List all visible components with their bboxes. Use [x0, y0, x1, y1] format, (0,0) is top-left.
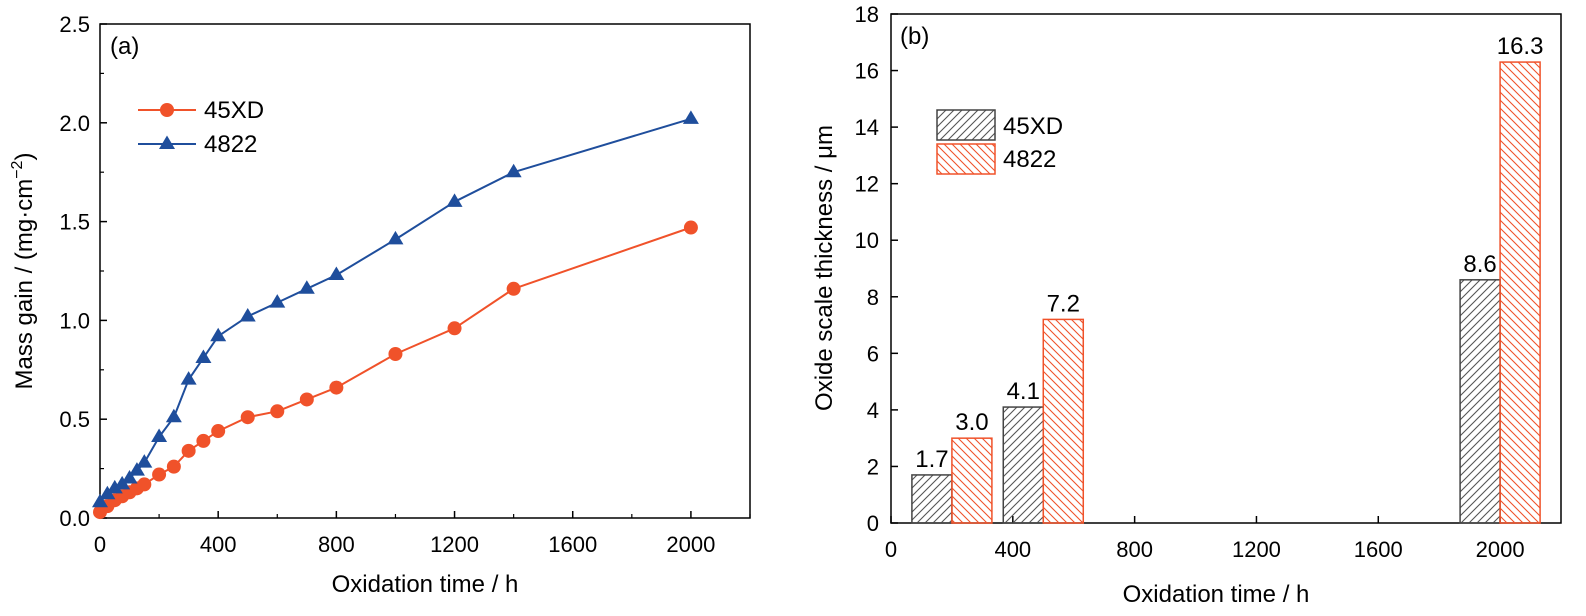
data-point-4822	[151, 428, 168, 442]
data-point-4822	[210, 327, 227, 342]
x-tick-label-a: 1200	[430, 532, 479, 557]
data-point-45xd	[240, 410, 255, 425]
bar-value-label: 7.2	[1047, 290, 1080, 317]
data-point-45xd	[137, 477, 152, 492]
data-point-4822	[195, 349, 212, 363]
x-tick-label-a: 1600	[548, 532, 597, 557]
x-tick-label-b: 1600	[1354, 537, 1403, 562]
y-tick-label-a: 0.5	[59, 407, 90, 432]
data-point-45xd	[166, 459, 181, 474]
data-point-4822	[180, 371, 197, 385]
data-point-4822	[446, 193, 463, 207]
bar-4822	[1042, 318, 1085, 524]
x-axis-label-a: Oxidation time / h	[332, 571, 519, 598]
bar-4822	[1499, 61, 1541, 524]
data-point-45xd	[270, 404, 285, 419]
data-point-4822	[328, 266, 345, 280]
data-point-45xd	[683, 220, 698, 235]
y-tick-label-b: 10	[855, 228, 879, 253]
y-tick-label-b: 6	[867, 341, 879, 366]
legend-label-b-4822: 4822	[1003, 146, 1056, 173]
y-tick-label-a: 0.0	[59, 506, 90, 531]
bar-value-label: 3.0	[955, 409, 988, 436]
data-point-4822	[121, 469, 138, 484]
bar-45xd	[911, 474, 953, 524]
data-point-4822	[387, 230, 404, 245]
x-tick-label-b: 2000	[1476, 537, 1525, 562]
data-point-4822	[505, 163, 522, 178]
y-tick-label-b: 16	[855, 59, 879, 84]
legend-marker-45xd	[160, 103, 174, 117]
y-tick-label-b: 18	[855, 2, 879, 27]
bar-value-label: 8.6	[1463, 251, 1496, 278]
legend-swatch-4822	[936, 143, 996, 175]
data-point-4822	[92, 493, 108, 508]
y-tick-label-b: 8	[867, 285, 879, 310]
data-point-45xd	[388, 346, 403, 361]
x-tick-label-b: 0	[885, 537, 897, 562]
legend-label-b-45xd: 45XD	[1003, 113, 1063, 140]
y-axis-label-a-main: Mass gain / (mg·cm	[11, 179, 38, 390]
x-tick-label-a: 800	[318, 532, 355, 557]
bar-4822	[951, 437, 993, 524]
y-tick-label-a: 2.0	[59, 111, 90, 136]
y-axis-label-a: Mass gain / (mg·cm−2)	[9, 153, 38, 390]
data-point-4822	[136, 454, 153, 468]
y-tick-label-b: 0	[867, 511, 879, 536]
data-point-45xd	[299, 392, 314, 407]
y-tick-label-b: 14	[855, 115, 879, 140]
y-tick-label-b: 12	[855, 172, 879, 197]
data-point-45xd	[211, 424, 226, 439]
panel-label-a: (a)	[110, 33, 139, 60]
y-axis-label-a-close: )	[11, 153, 38, 161]
oxide-thickness-chart: (b) Oxidation time / h Oxide scale thick…	[811, 2, 1562, 608]
legend-a: 45XD 4822	[138, 97, 264, 158]
y-tick-label-a: 1.5	[59, 210, 90, 235]
panel-label-b: (b)	[900, 23, 929, 50]
data-point-45xd	[181, 443, 196, 458]
x-tick-label-b: 800	[1116, 537, 1153, 562]
y-axis-label-b: Oxide scale thickness / μm	[811, 125, 838, 411]
data-point-4822	[128, 462, 145, 476]
x-axis-label-b: Oxidation time / h	[1123, 581, 1310, 608]
x-tick-label-a: 400	[200, 532, 237, 557]
data-point-4822	[298, 280, 315, 294]
data-point-45xd	[447, 321, 462, 336]
legend-swatch-45xd	[936, 109, 996, 141]
bar-45xd	[1002, 406, 1045, 524]
plot-frame-b	[890, 13, 1562, 524]
y-axis-label-a-sup: −2	[9, 160, 26, 178]
data-point-45xd	[152, 467, 167, 482]
legend-label-45xd: 45XD	[204, 97, 264, 124]
x-tick-label-b: 1200	[1232, 537, 1281, 562]
data-point-4822	[239, 307, 256, 322]
legend-marker-4822	[159, 135, 175, 149]
data-point-4822	[269, 294, 286, 308]
bar-value-label: 1.7	[915, 446, 948, 473]
mass-gain-chart: (a) Oxidation time / h Mass gain / (mg·c…	[9, 12, 751, 598]
data-point-4822	[106, 479, 123, 494]
y-tick-label-b: 4	[867, 398, 879, 423]
x-tick-label-a: 2000	[666, 532, 715, 557]
bar-45xd	[1459, 279, 1501, 524]
data-point-45xd	[506, 281, 521, 296]
y-tick-label-b: 2	[867, 454, 879, 479]
bar-value-label: 4.1	[1007, 378, 1040, 405]
x-tick-label-a: 0	[94, 532, 106, 557]
data-point-45xd	[196, 433, 211, 448]
bar-value-label: 16.3	[1497, 33, 1544, 60]
series-line-45xd	[99, 226, 692, 513]
legend-b: 45XD 4822	[936, 109, 1063, 175]
data-point-45xd	[329, 380, 344, 395]
x-tick-label-b: 400	[994, 537, 1031, 562]
y-tick-label-a: 2.5	[59, 12, 90, 37]
data-point-4822	[682, 110, 699, 124]
data-point-4822	[165, 408, 182, 423]
legend-label-4822: 4822	[204, 131, 257, 158]
y-tick-label-a: 1.0	[59, 308, 90, 333]
